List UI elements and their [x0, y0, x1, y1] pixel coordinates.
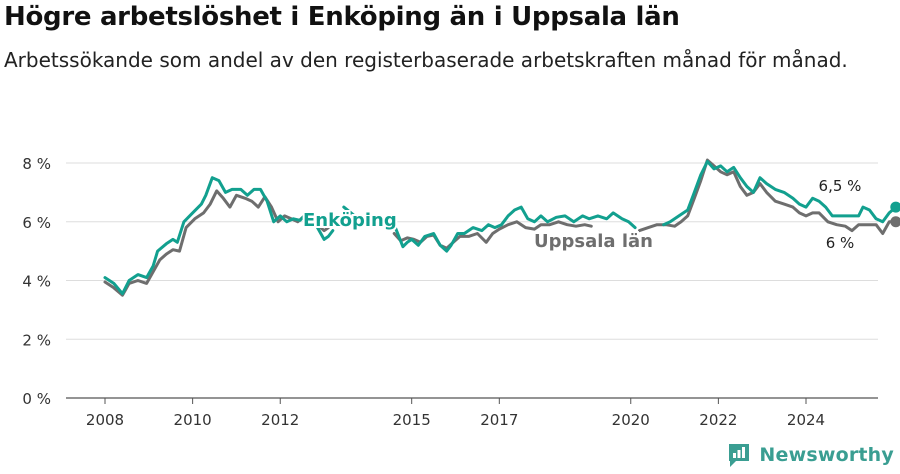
series-line-enkoping [392, 205, 637, 253]
series-label-enkoping: Enköping [303, 210, 397, 231]
y-tick-label: 0 % [22, 390, 51, 408]
series-line-uppsala [103, 189, 335, 297]
y-tick-label: 6 % [22, 214, 51, 232]
y-tick-label: 2 % [22, 331, 51, 349]
x-tick-label: 2015 [393, 411, 431, 429]
x-tick-label: 2020 [612, 411, 650, 429]
series-line-uppsala [638, 158, 898, 235]
series-label-uppsala: Uppsala län [534, 231, 653, 252]
series-line-enkoping [103, 176, 335, 296]
brand-name: Newsworthy [759, 444, 894, 466]
x-tick-label: 2010 [174, 411, 212, 429]
end-marker-uppsala [890, 216, 900, 228]
x-tick-label: 2008 [86, 411, 124, 429]
end-value-enkoping: 6,5 % [819, 177, 862, 195]
brand-logo[interactable]: Newsworthy [727, 442, 894, 468]
end-marker-enkoping [890, 201, 900, 213]
x-tick-label: 2024 [787, 411, 825, 429]
y-tick-label: 4 % [22, 273, 51, 291]
chart-title: Högre arbetslöshet i Enköping än i Uppsa… [4, 2, 680, 32]
chart-subtitle: Arbetssökande som andel av den registerb… [4, 48, 848, 72]
series-line-enkoping [342, 205, 357, 218]
newsworthy-logo-icon [729, 444, 750, 467]
x-tick-label: 2022 [699, 411, 737, 429]
x-tick-label: 2012 [261, 411, 299, 429]
y-tick-label: 8 % [22, 155, 51, 173]
end-value-uppsala: 6 % [826, 234, 855, 252]
series-line-enkoping [662, 160, 898, 227]
x-tick-label: 2017 [480, 411, 518, 429]
